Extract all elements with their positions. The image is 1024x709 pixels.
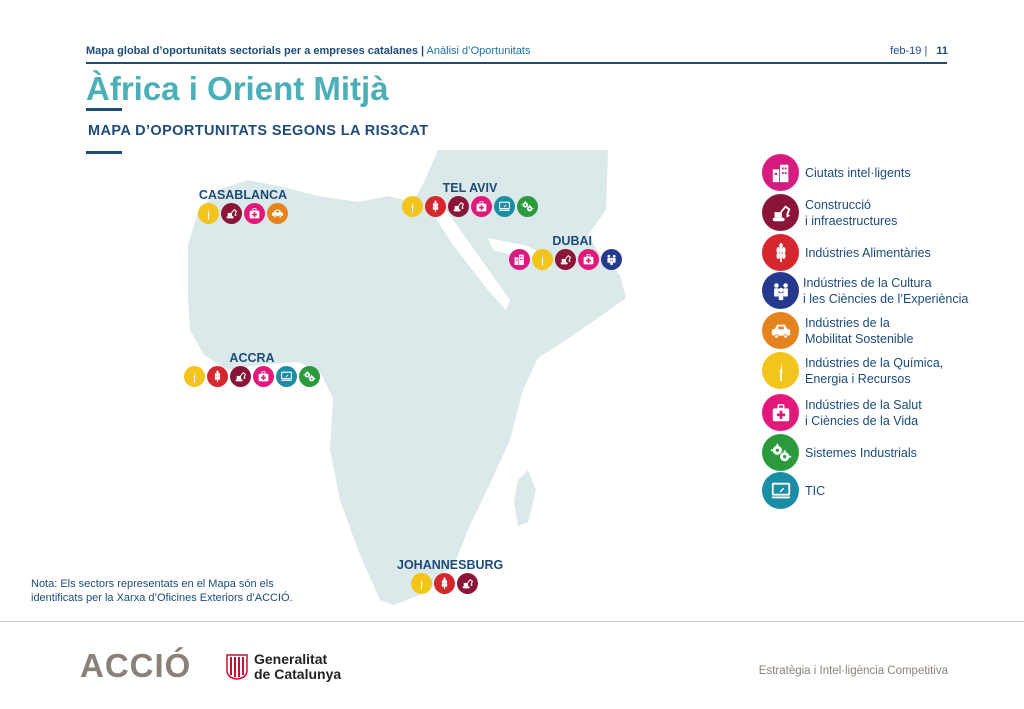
gears-icon: [517, 196, 538, 217]
buildings-icon: [509, 249, 530, 270]
computer-icon: [494, 196, 515, 217]
footer-divider: [0, 621, 1024, 622]
city-tel-aviv: TEL AVIV: [402, 181, 538, 217]
legend-label: Indústries de la Salut: [805, 397, 922, 412]
page-number: 11: [936, 45, 948, 57]
wind-turbine-icon: [411, 573, 432, 594]
wind-turbine-icon: [402, 196, 423, 217]
cars-icon: [267, 203, 288, 224]
page-subtitle: MAPA D’OPORTUNITATS SEGONS LA RIS3CAT: [88, 123, 429, 139]
city-sector-icons: [509, 249, 622, 270]
legend-label: TIC: [805, 483, 826, 498]
legend-item-construccio: Construcció i infraestructures: [762, 194, 897, 231]
legend-label: Indústries de la: [805, 315, 890, 330]
map-note: Nota: Els sectors representats en el Map…: [31, 577, 293, 605]
senyera-shield-icon: [226, 654, 248, 680]
generalitat-logo: Generalitat de Catalunya: [226, 652, 341, 682]
legend-item-cultura: Indústries de la Cultura i les Ciències d…: [762, 272, 968, 309]
legend-label-line2: i Ciències de la Vida: [805, 413, 919, 428]
legend-label: Sistemes Industrials: [805, 445, 917, 460]
wheat-icon: [434, 573, 455, 594]
document-section: Anàlisi d’Oportunitats: [426, 45, 531, 57]
gears-icon: [762, 434, 799, 471]
generalitat-line-1: Generalitat: [254, 651, 328, 667]
legend-item-tic: TIC: [762, 472, 825, 509]
accio-logo: ACCIÓ: [80, 647, 192, 684]
medical-kit-icon: [471, 196, 492, 217]
document-date: feb-19: [890, 45, 922, 57]
excavator-icon: [457, 573, 478, 594]
wind-turbine-icon: [532, 249, 553, 270]
excavator-icon: [448, 196, 469, 217]
legend-label-line2: Mobilitat Sostenible: [805, 331, 914, 346]
legend-label: Indústries Alimentàries: [805, 245, 931, 260]
gears-icon: [299, 366, 320, 387]
city-label: ACCRA: [229, 351, 275, 365]
city-sector-icons: [184, 366, 320, 387]
legend-label-line2: Energia i Recursos: [805, 371, 911, 386]
medical-kit-icon: [253, 366, 274, 387]
legend-item-industrials: Sistemes Industrials: [762, 434, 917, 471]
legend-label-line2: i les Ciències de l’Experiència: [803, 291, 969, 306]
medical-kit-icon: [244, 203, 265, 224]
wheat-icon: [207, 366, 228, 387]
legend-item-quimica: Indústries de la Química, Energia i Recur…: [762, 352, 943, 389]
header-separator: |: [421, 45, 425, 57]
header-divider: [86, 62, 947, 64]
excavator-icon: [555, 249, 576, 270]
map-madagascar: [514, 470, 536, 526]
legend-label: Construcció: [805, 197, 871, 212]
generalitat-line-2: de Catalunya: [254, 666, 342, 682]
city-label: CASABLANCA: [198, 188, 288, 202]
city-label: JOHANNESBURG: [397, 558, 504, 572]
legend-item-mobilitat: Indústries de la Mobilitat Sostenible: [762, 312, 913, 349]
note-line-1: Nota: Els sectors representats en el Map…: [31, 578, 274, 590]
footer-department: Estratègia i Intel·ligència Competitiva: [758, 665, 948, 677]
computer-icon: [276, 366, 297, 387]
city-sector-icons: [198, 203, 288, 224]
medical-kit-icon: [762, 394, 799, 431]
people-icon: [601, 249, 622, 270]
city-sector-icons: [411, 573, 503, 594]
city-label: DUBAI: [552, 234, 592, 248]
document-title: Mapa global d’oportunitats sectorials pe…: [86, 45, 418, 57]
wind-turbine-icon: [762, 352, 799, 389]
wheat-icon: [425, 196, 446, 217]
legend-item-salut: Indústries de la Salut i Ciències de la V…: [762, 394, 922, 431]
cars-icon: [762, 312, 799, 349]
legend-label: Ciutats intel·ligents: [805, 165, 911, 180]
excavator-icon: [221, 203, 242, 224]
medical-kit-icon: [578, 249, 599, 270]
legend-label-line2: i infraestructures: [805, 213, 898, 228]
wheat-icon: [762, 234, 799, 271]
legend-item-alimentaries: Indústries Alimentàries: [762, 234, 931, 271]
legend-label: Indústries de la Cultura: [803, 275, 932, 290]
city-dubai: DUBAI: [509, 234, 622, 270]
excavator-icon: [230, 366, 251, 387]
people-icon: [762, 272, 799, 309]
city-casablanca: CASABLANCA: [198, 188, 288, 224]
page-info: feb-19 | 11: [890, 45, 948, 57]
excavator-icon: [762, 194, 799, 231]
city-johannesburg: JOHANNESBURG: [397, 558, 503, 594]
wind-turbine-icon: [184, 366, 205, 387]
note-line-2: identificats per la Xarxa d’Oficines Ext…: [31, 592, 293, 604]
page-title: Àfrica i Orient Mitjà: [86, 70, 389, 107]
buildings-icon: [762, 154, 799, 191]
page-separator: |: [924, 45, 928, 57]
legend-label: Indústries de la Química,: [805, 355, 944, 370]
city-sector-icons: [402, 196, 538, 217]
computer-icon: [762, 472, 799, 509]
map-red-sea: [425, 202, 510, 310]
document-header: Mapa global d’oportunitats sectorials pe…: [86, 45, 531, 57]
subtitle-accent-bar: [86, 151, 122, 154]
title-accent-bar: [86, 108, 122, 111]
legend-item-ciutats: Ciutats intel·ligents: [762, 154, 911, 191]
city-label: TEL AVIV: [442, 181, 498, 195]
city-accra: ACCRA: [184, 351, 320, 387]
wind-turbine-icon: [198, 203, 219, 224]
